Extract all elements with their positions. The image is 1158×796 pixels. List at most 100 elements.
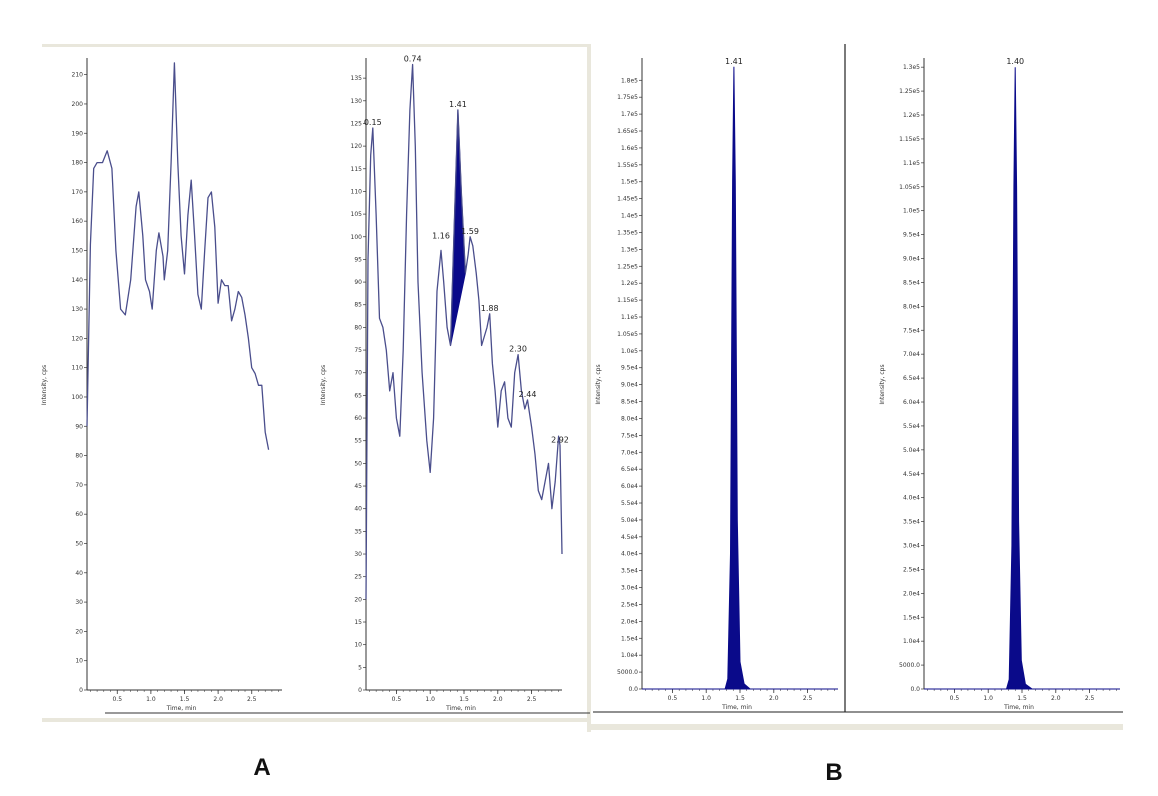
x-tick-label: 1.0 xyxy=(146,696,156,703)
y-tick-label: 1.2e5 xyxy=(621,280,638,287)
y-tick-label: 20 xyxy=(354,596,362,603)
x-tick-label: 2.5 xyxy=(1085,695,1095,702)
x-tick-label: 2.0 xyxy=(1051,695,1061,702)
y-tick-label: 130 xyxy=(72,306,84,313)
y-tick-label: 1.25e5 xyxy=(899,88,920,95)
y-tick-label: 9.5e4 xyxy=(903,232,920,239)
y-tick-label: 35 xyxy=(354,528,362,535)
y-axis-label: Intensity, cps xyxy=(41,365,48,405)
y-tick-label: 3.0e4 xyxy=(903,543,920,550)
y-tick-label: 80 xyxy=(354,324,362,331)
x-tick-label: 0.5 xyxy=(112,696,122,703)
y-tick-label: 1.55e5 xyxy=(617,162,638,169)
y-tick-label: 110 xyxy=(351,188,363,195)
y-tick-label: 80 xyxy=(75,453,83,460)
y-tick-label: 4.5e4 xyxy=(903,471,920,478)
peak-label: 0.15 xyxy=(364,118,382,127)
y-tick-label: 6.0e4 xyxy=(621,483,638,490)
x-tick-label: 1.0 xyxy=(701,695,711,702)
y-tick-label: 1.15e5 xyxy=(617,297,638,304)
peak-label: 1.41 xyxy=(449,100,467,109)
y-tick-label: 190 xyxy=(72,130,84,137)
y-tick-label: 10 xyxy=(75,658,83,665)
y-tick-label: 5 xyxy=(358,664,362,671)
y-tick-label: 1.05e5 xyxy=(899,184,920,191)
x-tick-label: 2.0 xyxy=(213,696,223,703)
y-tick-label: 4.0e4 xyxy=(621,551,638,558)
chromatogram-2: 0 5 10 15 20 25 30 35 40 45 50 55 60 65 70 75 80 85 90 95 10… xyxy=(320,55,569,712)
peak-label: 1.40 xyxy=(1006,57,1024,66)
x-tick-label: 2.5 xyxy=(803,695,813,702)
peak-area-series xyxy=(642,66,838,690)
y-tick-label: 1.1e5 xyxy=(903,160,920,167)
y-tick-label: 7.0e4 xyxy=(903,351,920,358)
y-tick-label: 100 xyxy=(72,394,84,401)
y-tick-label: 90 xyxy=(354,279,362,286)
x-tick-label: 1.5 xyxy=(180,696,190,703)
y-tick-label: 130 xyxy=(351,98,363,105)
y-tick-label: 70 xyxy=(354,370,362,377)
x-tick-label: 2.5 xyxy=(527,696,537,703)
x-axis-label: Time, min xyxy=(445,705,476,712)
y-tick-label: 1.5e5 xyxy=(621,179,638,186)
panel-label-b: B xyxy=(825,759,842,786)
y-tick-label: 40 xyxy=(354,506,362,513)
panel-label-a: A xyxy=(253,754,270,781)
x-tick-label: 0.5 xyxy=(392,696,402,703)
y-tick-label: 0.0 xyxy=(628,686,638,693)
y-tick-label: 105 xyxy=(351,211,363,218)
y-tick-label: 1.8e5 xyxy=(621,77,638,84)
y-tick-label: 7.0e4 xyxy=(621,449,638,456)
y-tick-label: 75 xyxy=(354,347,362,354)
y-tick-label: 200 xyxy=(72,101,84,108)
y-tick-label: 45 xyxy=(354,483,362,490)
y-tick-label: 9.5e4 xyxy=(621,365,638,372)
y-tick-label: 210 xyxy=(72,72,84,79)
x-axis-label: Time, min xyxy=(721,704,752,711)
y-tick-label: 1.15e5 xyxy=(899,136,920,143)
y-tick-label: 1.5e4 xyxy=(903,614,920,621)
y-tick-label: 1.45e5 xyxy=(617,196,638,203)
y-tick-label: 1.5e4 xyxy=(621,635,638,642)
y-tick-label: 4.0e4 xyxy=(903,495,920,502)
y-tick-label: 40 xyxy=(75,570,83,577)
x-axis-label: Time, min xyxy=(1003,704,1034,711)
y-tick-label: 3.5e4 xyxy=(903,519,920,526)
y-tick-label: 1.0e4 xyxy=(903,638,920,645)
y-tick-label: 95 xyxy=(354,256,362,263)
chromatogram-4: 0.0 5000.0 1.0e4 1.5e4 2.0e4 2.5e4 3.0e4 3.5e4 4… xyxy=(879,57,1120,711)
y-tick-label: 1.7e5 xyxy=(621,111,638,118)
peak-label: 0.74 xyxy=(404,55,422,64)
y-tick-label: 60 xyxy=(75,511,83,518)
y-axis-label: Intensity, cps xyxy=(879,364,886,404)
y-tick-label: 180 xyxy=(72,160,84,167)
y-axis-label: Intensity, cps xyxy=(320,365,327,405)
y-tick-label: 1.3e5 xyxy=(903,64,920,71)
y-tick-label: 5.0e4 xyxy=(903,447,920,454)
y-tick-label: 1.05e5 xyxy=(617,331,638,338)
y-tick-label: 30 xyxy=(354,551,362,558)
y-tick-label: 6.0e4 xyxy=(903,399,920,406)
x-tick-label: 1.5 xyxy=(735,695,745,702)
peak-label: 1.88 xyxy=(481,304,499,313)
trace-line xyxy=(86,62,270,450)
panel-b-frame xyxy=(591,44,1123,730)
y-tick-label: 1.0e5 xyxy=(903,208,920,215)
y-tick-label: 65 xyxy=(354,392,362,399)
y-tick-label: 1.65e5 xyxy=(617,128,638,135)
y-tick-label: 55 xyxy=(354,438,362,445)
y-tick-label: 2.5e4 xyxy=(903,566,920,573)
y-tick-label: 1.6e5 xyxy=(621,145,638,152)
x-tick-label: 1.0 xyxy=(983,695,993,702)
y-tick-label: 120 xyxy=(351,143,363,150)
y-tick-label: 5.5e4 xyxy=(903,423,920,430)
x-tick-label: 2.5 xyxy=(247,696,257,703)
y-tick-label: 30 xyxy=(75,599,83,606)
y-tick-label: 9.0e4 xyxy=(903,256,920,263)
x-tick-label: 2.0 xyxy=(769,695,779,702)
peak-label: 1.59 xyxy=(461,227,479,236)
y-tick-label: 1.35e5 xyxy=(617,229,638,236)
y-tick-label: 120 xyxy=(72,335,84,342)
x-tick-label: 0.5 xyxy=(668,695,678,702)
